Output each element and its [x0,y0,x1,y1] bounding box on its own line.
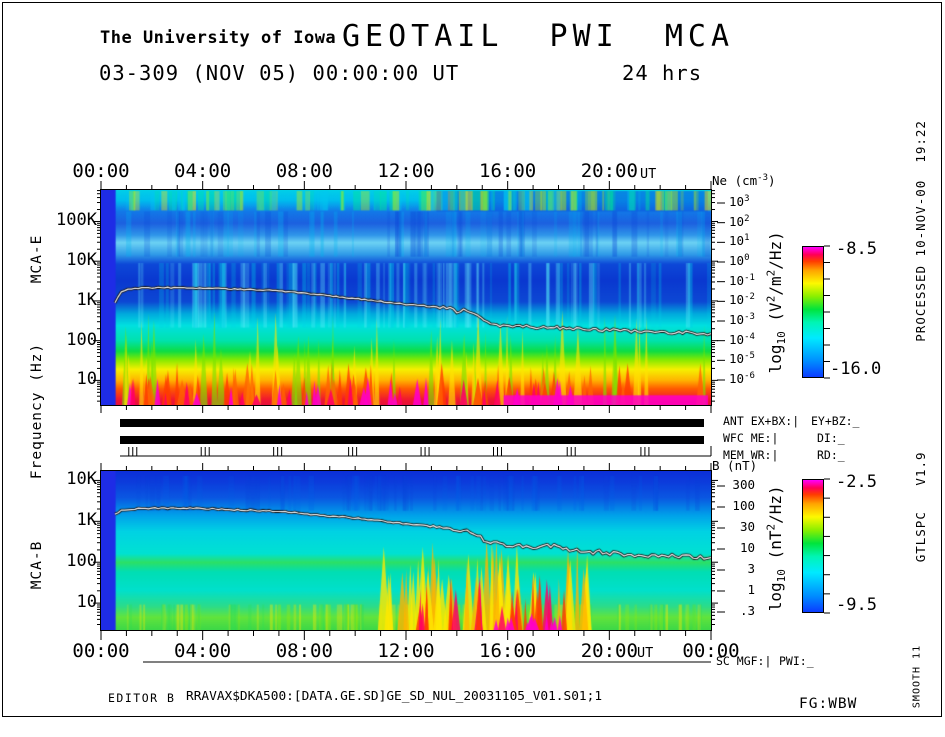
status-label-wfc-on: WFC ME:| [723,431,779,445]
ne-scale-label: 103 [729,194,750,210]
freq-tick-label: 10K [66,469,97,490]
freq-tick-label: 10K [66,250,97,271]
geotail-pwi-mca-plot: The University of Iowa GEOTAIL PWI MCA 0… [2,2,942,717]
b-scale-title: B (nT) [712,458,758,473]
status-label-ant-on: ANT EX+BX:| [723,414,800,428]
time-label-top: 08:00 [275,160,333,182]
time-label-bottom: 20:00 [580,640,638,662]
date-label: 03-309 (NOV 05) 00:00:00 UT [99,61,460,85]
ne-scale-label: 10-4 [729,331,755,347]
b-scale-label: 1 [747,581,755,597]
b-scale-label: 100 [732,497,755,513]
status-bar-ant [120,419,704,427]
time-label-top: 16:00 [479,160,537,182]
pwi-label: PWI:_ [779,654,814,668]
status-label-mem-off: RD:_ [817,448,845,462]
time-label-top: 20:00 [580,160,638,182]
status-label-mem-on: MEM WR:| [723,448,779,462]
sc-mgf-label: SC MGF:| [716,654,772,668]
page-title: GEOTAIL PWI MCA [342,19,735,54]
editor-label: EDITOR B [108,691,176,705]
colorbar-e-min-label: -16.0 [830,359,882,379]
smooth-note: SMOOTH 11 [911,644,923,709]
ne-scale-label: 10-6 [729,370,755,387]
b-scale-label: 3 [747,560,755,576]
time-label-bottom-end: 00:00 [682,640,740,662]
ne-scale-label: 102 [729,213,750,229]
ut-label-top: UT [640,166,657,182]
freq-tick-label: 10 [76,592,97,613]
status-label-wfc-off: DI:_ [817,431,845,445]
ne-scale-label: 101 [729,233,750,249]
processed-note: PROCESSED 10-NOV-00 19:22 [913,120,929,342]
b-scale-label: 300 [732,476,755,492]
time-label-bottom: 16:00 [479,640,537,662]
ne-scale-label: 100 [729,253,750,269]
colorbar-b-max-label: -2.5 [836,472,877,492]
duration-label: 24 hrs [622,61,703,85]
spectrogram-panel-mca-e [100,189,712,406]
time-label-bottom: 12:00 [377,640,435,662]
b-scale-label: .3 [739,603,755,618]
freq-tick-label: 100 [66,551,97,572]
status-label-ant-off: EY+BZ:_ [811,414,860,428]
colorbar-mca-b [802,479,824,613]
ne-scale-label: 10-2 [729,292,755,308]
b-scale-label: 30 [739,518,755,534]
fg-label: FG:WBW [799,696,858,712]
time-label-bottom: 04:00 [174,640,232,662]
status-bar-wfc [120,436,704,444]
colorbar-mca-e [802,246,824,378]
program-version-note: GTLSPC V1.9 [913,451,929,563]
colorbar-b-min-label: -9.5 [836,595,877,615]
institution-title: The University of Iowa [100,28,337,48]
freq-tick-label: 10 [76,369,97,390]
ne-scale-label: 10-3 [729,311,755,328]
freq-tick-label: 1K [76,289,97,310]
colorbar-e-axis-label: log10 (V2/m2/Hz) [764,231,789,374]
freq-tick-label: 100 [66,329,97,350]
spectrogram-panel-mca-b [100,470,712,631]
ne-scale-label: 10-1 [729,272,755,288]
ne-scale-label: 10-5 [729,351,755,367]
time-label-bottom: 00:00 [72,640,130,662]
colorbar-e-max-label: -8.5 [836,239,877,259]
spectrogram-mca-b-canvas [101,471,711,630]
time-label-top: 12:00 [377,160,435,182]
file-path-label: RRAVAX$DKA500:[DATA.GE.SD]GE_SD_NUL_2003… [186,689,603,704]
b-scale-label: 10 [739,539,755,555]
freq-tick-label: 100K [56,210,97,231]
page-border [2,2,942,717]
freq-tick-label: 1K [76,510,97,531]
time-label-top: 04:00 [174,160,232,182]
time-label-top: 00:00 [72,160,130,182]
ne-scale-title: Ne (cm-3) [712,173,776,189]
time-label-bottom: 08:00 [275,640,333,662]
ut-label-bottom: UT [637,645,654,661]
spectrogram-mca-e-canvas [101,190,711,405]
